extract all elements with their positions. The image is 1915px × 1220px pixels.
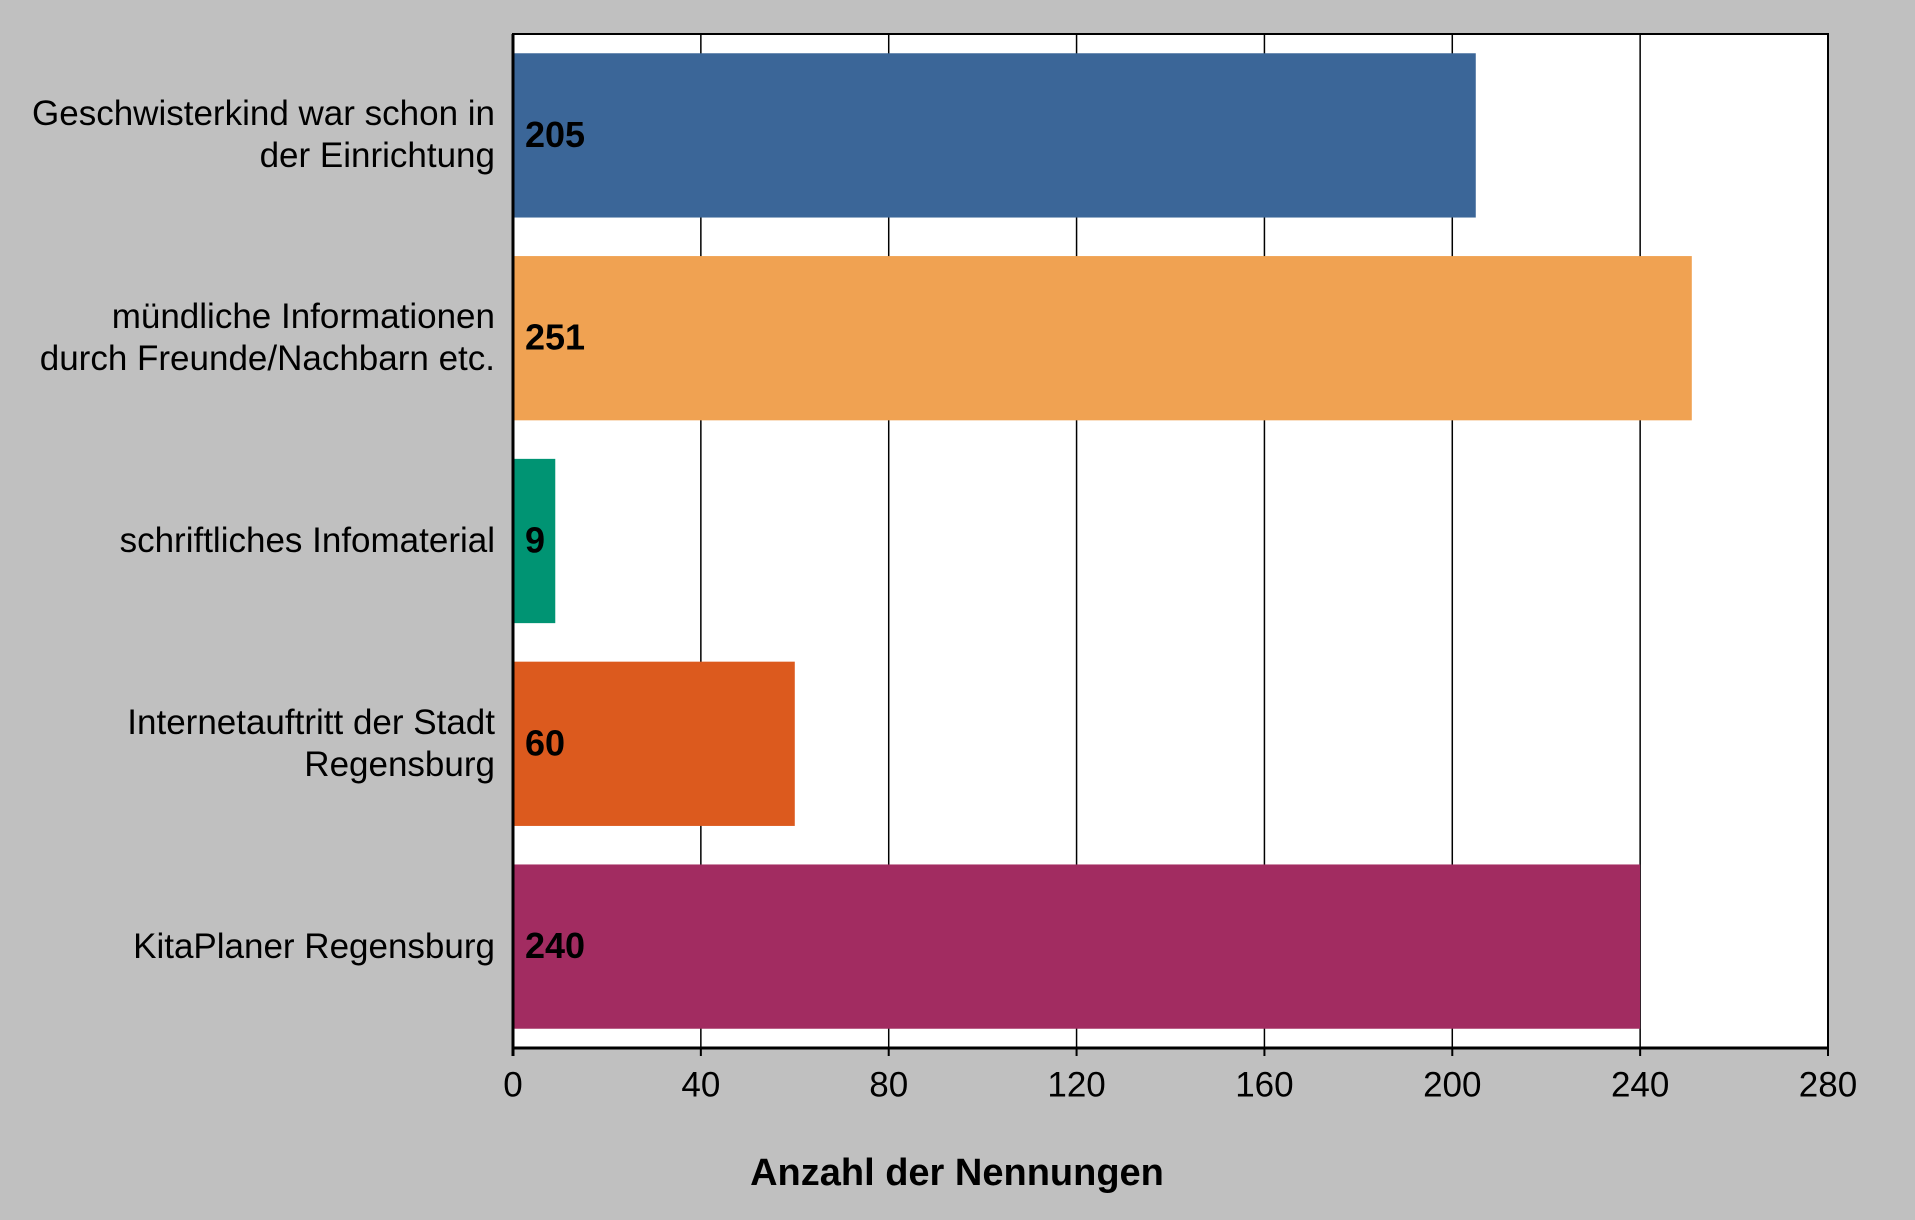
x-tick-label: 120 [1047, 1065, 1105, 1104]
x-tick-label: 240 [1611, 1065, 1669, 1104]
y-tick-label: Internetauftritt der Stadt Regensburg [127, 702, 495, 784]
bar [513, 53, 1476, 218]
x-tick-label: 280 [1799, 1065, 1857, 1104]
x-tick-label: 40 [681, 1065, 720, 1104]
x-tick-label: 160 [1235, 1065, 1293, 1104]
value-label: 251 [525, 317, 585, 358]
x-tick-label: 80 [869, 1065, 908, 1104]
y-tick-label: schriftliches Infomaterial [119, 520, 495, 560]
x-axis-title: Anzahl der Nennungen [750, 1152, 1164, 1194]
x-tick-label: 200 [1423, 1065, 1481, 1104]
bar [513, 864, 1641, 1029]
value-label: 240 [525, 925, 585, 966]
bar [513, 661, 795, 826]
value-label: 60 [525, 722, 565, 763]
bar [513, 256, 1692, 421]
y-tick-label: mündliche Informationen durch Freunde/Na… [39, 297, 495, 379]
value-label: 205 [525, 114, 585, 155]
value-label: 9 [525, 520, 545, 561]
y-tick-label: Geschwisterkind war schon in der Einrich… [32, 94, 495, 176]
y-tick-label: KitaPlaner Regensburg [133, 926, 495, 966]
bar [513, 458, 556, 624]
x-tick-label: 0 [503, 1065, 522, 1104]
